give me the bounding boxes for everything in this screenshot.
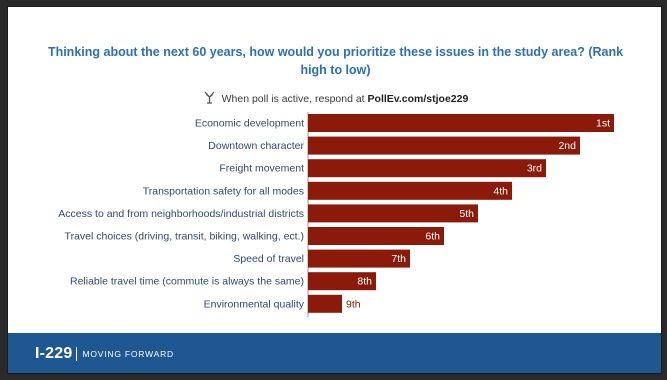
bar-data-label: 4th — [493, 185, 508, 197]
brand-tagline: MOVING FORWARD — [82, 349, 174, 359]
bar-chart: Economic development 1st Downtown characte… — [58, 112, 614, 318]
bar-data-label: 1st — [596, 118, 610, 130]
category-label: Speed of travel — [233, 253, 304, 265]
bar — [308, 136, 580, 155]
category-label: Environmental quality — [204, 298, 305, 310]
bar-data-label: 2nd — [558, 140, 576, 152]
category-label: Travel choices (driving, transit, biking… — [65, 231, 304, 243]
category-label: Transportation safety for all modes — [143, 185, 304, 197]
bar-data-label: 3rd — [527, 163, 542, 175]
bar-data-label: 5th — [459, 208, 474, 220]
brand-number: I-229 — [35, 345, 73, 362]
category-label: Freight movement — [219, 163, 304, 175]
bar — [308, 294, 342, 313]
category-label: Downtown character — [208, 140, 304, 152]
bar-data-label: 7th — [391, 253, 406, 265]
category-label: Reliable travel time (commute is always … — [70, 276, 304, 288]
bar — [308, 249, 410, 268]
bar-data-label: 8th — [357, 276, 372, 288]
bar — [308, 272, 376, 291]
poll-prefix: When poll is active, respond at — [221, 93, 365, 105]
bar-data-label: 9th — [346, 298, 361, 310]
category-label: Economic development — [195, 118, 304, 130]
poll-link[interactable]: PollEv.com/stjoe229 — [367, 93, 469, 105]
bar — [308, 181, 512, 200]
bar — [308, 114, 614, 132]
poll-everywhere-icon — [204, 91, 215, 104]
chart-title: Thinking about the next 60 years, how wo… — [47, 45, 624, 77]
brand-logo: I-229 MOVING FORWARD — [35, 345, 174, 363]
slide: Thinking about the next 60 years, how wo… — [7, 6, 662, 374]
poll-instruction: When poll is active, respond at PollEv.c… — [8, 91, 661, 105]
bar — [308, 204, 478, 223]
bar-data-label: 6th — [425, 231, 440, 243]
footer-bar: I-229 MOVING FORWARD — [8, 333, 661, 373]
category-label: Access to and from neighborhoods/industr… — [58, 208, 304, 220]
brand-divider — [76, 347, 78, 361]
bar — [308, 159, 546, 178]
bar — [308, 227, 444, 245]
